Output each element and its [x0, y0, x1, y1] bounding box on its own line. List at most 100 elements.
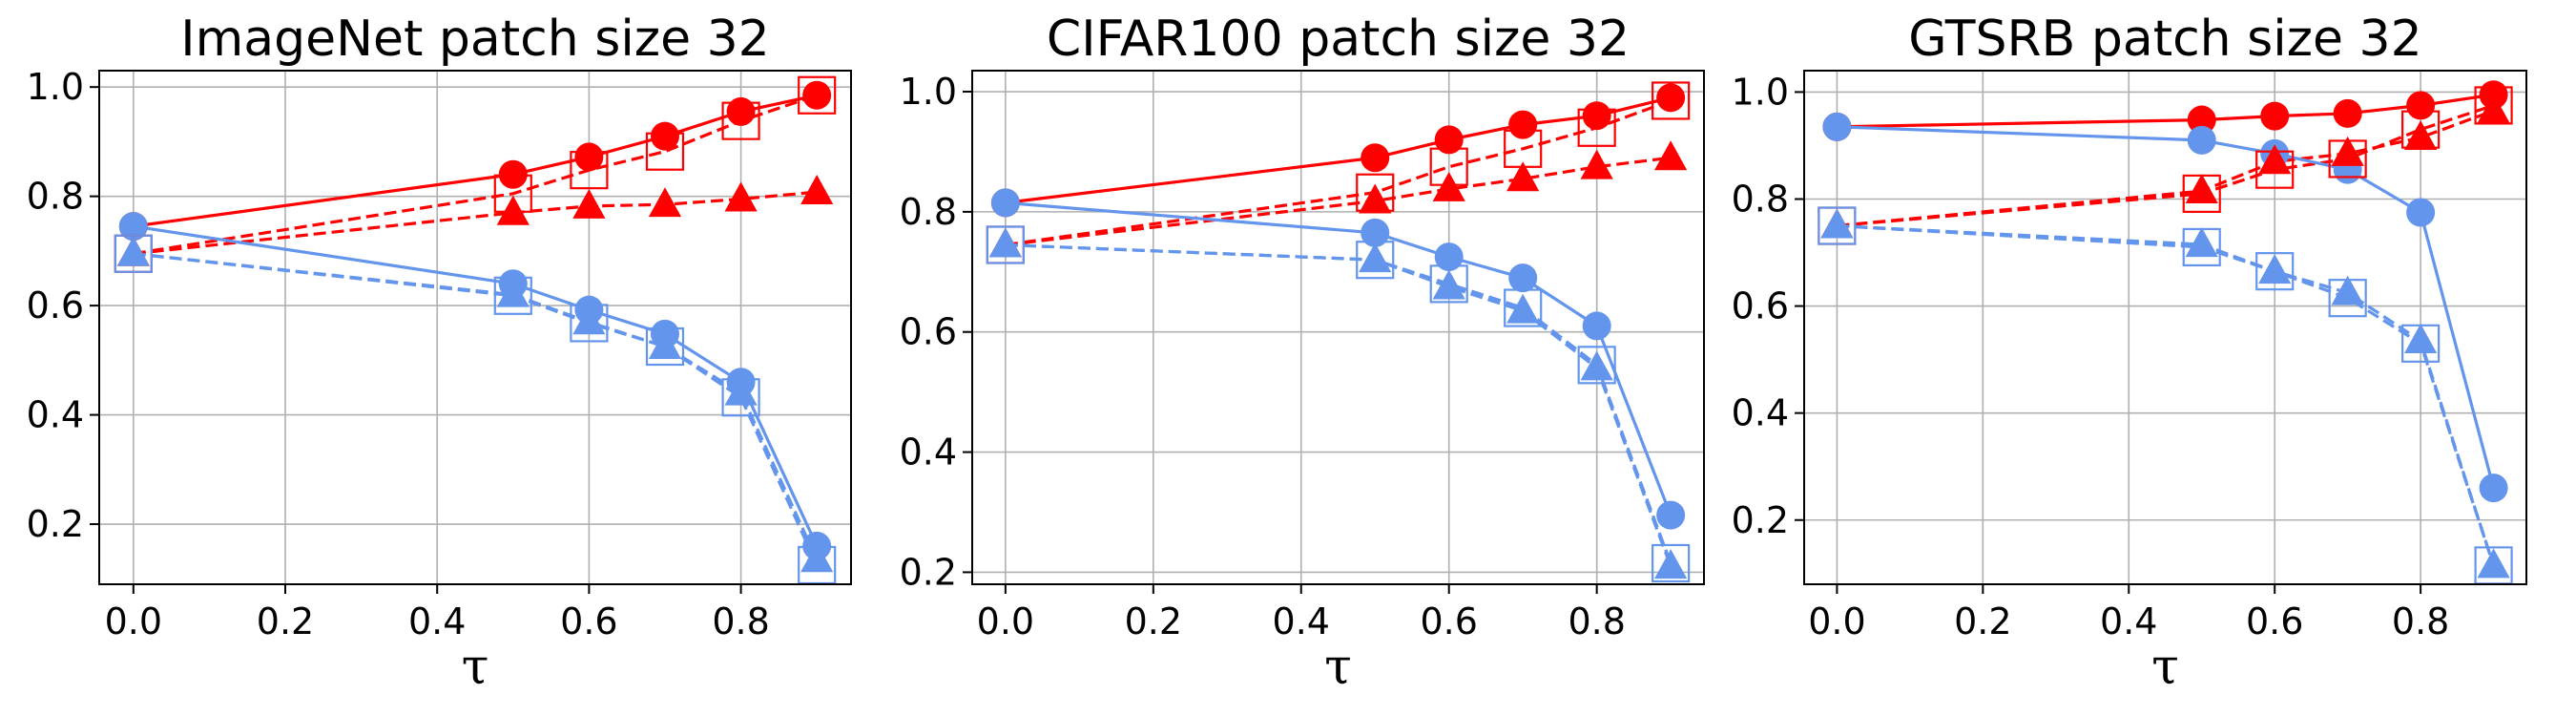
- y-tick-label: 0.2: [27, 503, 84, 545]
- data-point-blue-square-dashed: [1504, 288, 1543, 327]
- data-point-blue-triangle-dashed: [2404, 324, 2438, 353]
- data-point-red-square-dashed: [570, 151, 609, 190]
- series-line-red-triangle-dashed: [1005, 156, 1672, 247]
- data-point-red-circle-solid: [1582, 101, 1611, 131]
- data-point-blue-square-dashed: [2328, 279, 2367, 318]
- x-tick-label: 0.8: [2392, 600, 2449, 642]
- data-point-blue-triangle-dashed: [648, 329, 682, 359]
- data-point-red-square-dashed: [2255, 150, 2295, 189]
- data-point-blue-square-dashed: [986, 225, 1025, 264]
- data-point-blue-circle-solid: [1582, 311, 1611, 341]
- chart-panel-1: 0.0 0.2 0.4 0.6 0.8 0.2 0.4 0.6 0.8 1.0 ImageNet p…: [27, 11, 852, 696]
- chart-panel-3: 0.0 0.2 0.4 0.6 0.8 0.2 0.4 0.6 0.8 1.0 GTSRB patc…: [1732, 11, 2527, 696]
- data-point-blue-circle-solid: [1508, 263, 1538, 293]
- data-point-red-square-dashed: [721, 101, 760, 140]
- series-line-blue-circle-solid: [133, 224, 819, 547]
- data-point-blue-square-dashed: [114, 234, 153, 273]
- data-point-blue-square-dashed: [721, 378, 760, 417]
- series-line-blue-square-dashed: [1837, 223, 2496, 566]
- x-axis-label: τ: [2151, 639, 2179, 696]
- data-point-red-square-dashed: [2474, 86, 2513, 125]
- y-tick-label: 0.2: [1732, 499, 1789, 541]
- data-point-red-triangle-dashed: [1432, 171, 1465, 201]
- y-tick-label: 0.4: [1732, 392, 1789, 434]
- data-point-red-circle-solid: [726, 96, 756, 126]
- data-point-blue-circle-solid: [990, 188, 1020, 218]
- data-point-blue-square-dashed: [645, 326, 685, 367]
- data-point-red-circle-solid: [1656, 83, 1686, 113]
- series-line-red-square-dashed: [1837, 103, 2495, 228]
- chart-title: ImageNet patch size 32: [180, 11, 770, 68]
- data-point-blue-triangle-dashed: [2331, 275, 2364, 305]
- data-point-blue-triangle-dashed: [800, 542, 834, 573]
- data-point-blue-square-dashed: [493, 276, 532, 315]
- data-point-red-circle-solid: [574, 142, 604, 172]
- series-line-blue-square-dashed: [1005, 242, 1672, 564]
- data-point-blue-circle-solid: [1361, 218, 1390, 247]
- data-point-blue-circle-solid: [2406, 198, 2436, 227]
- y-tick-label: 0.6: [1732, 285, 1789, 327]
- data-point-blue-square-dashed: [1577, 346, 1616, 385]
- data-point-blue-circle-solid: [118, 212, 148, 242]
- data-point-red-circle-solid: [2406, 91, 2436, 120]
- data-point-red-triangle-dashed: [648, 187, 682, 218]
- x-tick-label: 0.0: [105, 600, 162, 642]
- x-axis-label: τ: [462, 639, 489, 696]
- data-point-blue-circle-solid: [2479, 474, 2508, 503]
- data-point-blue-square-dashed: [1818, 206, 1857, 245]
- data-point-red-square-dashed: [798, 75, 837, 115]
- data-point-red-triangle-dashed: [1654, 140, 1688, 171]
- data-point-red-square-dashed: [1652, 81, 1691, 120]
- data-point-red-square-dashed: [1356, 173, 1395, 212]
- data-point-blue-triangle-dashed: [2185, 227, 2218, 258]
- x-tick-label: 0.6: [2246, 600, 2303, 642]
- data-point-red-circle-solid: [2260, 101, 2290, 131]
- data-point-blue-triangle-dashed: [1359, 242, 1392, 273]
- data-point-blue-triangle-dashed: [1432, 269, 1465, 300]
- plot-frame: [971, 70, 1705, 585]
- data-point-red-triangle-dashed: [2258, 144, 2292, 175]
- data-point-blue-square-dashed: [1652, 543, 1691, 583]
- series-line-blue-triangle-dashed: [1837, 223, 2496, 566]
- x-tick-label: 0.6: [560, 600, 617, 642]
- y-tick-label: 1.0: [1732, 71, 1789, 113]
- data-point-blue-square-dashed: [1356, 241, 1395, 280]
- series-line-red-triangle-dashed: [1837, 109, 2495, 228]
- y-tick-label: 0.4: [900, 432, 957, 474]
- data-point-red-square-dashed: [645, 132, 685, 171]
- data-point-red-circle-solid: [1361, 143, 1390, 173]
- series-line-red-circle-solid: [1005, 95, 1672, 204]
- x-tick-label: 0.0: [1808, 600, 1865, 642]
- data-point-red-square-dashed: [1504, 129, 1543, 168]
- x-tick-label: 0.4: [408, 600, 466, 642]
- series-line-blue-triangle-dashed: [1005, 242, 1672, 567]
- data-point-blue-triangle-dashed: [2258, 254, 2292, 284]
- data-point-red-circle-solid: [1508, 110, 1538, 139]
- data-point-red-square-dashed: [2328, 139, 2367, 179]
- series-line-red-square-dashed: [1005, 98, 1672, 247]
- data-point-blue-square-dashed: [2255, 252, 2295, 291]
- x-tick-label: 0.4: [1273, 600, 1330, 642]
- x-tick-label: 0.6: [1420, 600, 1477, 642]
- data-point-blue-triangle-dashed: [988, 227, 1022, 258]
- series-line-red-circle-solid: [1837, 93, 2494, 129]
- data-point-blue-circle-solid: [1656, 500, 1686, 530]
- data-point-red-triangle-dashed: [1580, 149, 1613, 179]
- plot-frame: [98, 70, 852, 585]
- data-point-blue-triangle-dashed: [1654, 549, 1688, 579]
- data-point-blue-triangle-dashed: [1580, 350, 1613, 381]
- data-point-red-triangle-dashed: [496, 195, 530, 225]
- chart-panel-2: 0.0 0.2 0.4 0.6 0.8 0.2 0.4 0.6 0.8 1.0 CIFAR100 p…: [900, 11, 1705, 696]
- data-point-blue-triangle-dashed: [496, 277, 530, 307]
- x-tick-label: 0.2: [1954, 600, 2011, 642]
- data-point-red-triangle-dashed: [2477, 94, 2510, 123]
- series-line-red-circle-solid: [133, 94, 818, 228]
- data-point-red-circle-solid: [802, 80, 832, 110]
- x-tick-label: 0.0: [977, 600, 1034, 642]
- data-point-red-circle-solid: [2187, 105, 2216, 135]
- data-point-red-square-dashed: [2401, 110, 2441, 149]
- data-point-red-triangle-dashed: [800, 175, 834, 205]
- x-axis-label: τ: [1324, 639, 1352, 696]
- x-tick-label: 0.8: [712, 600, 769, 642]
